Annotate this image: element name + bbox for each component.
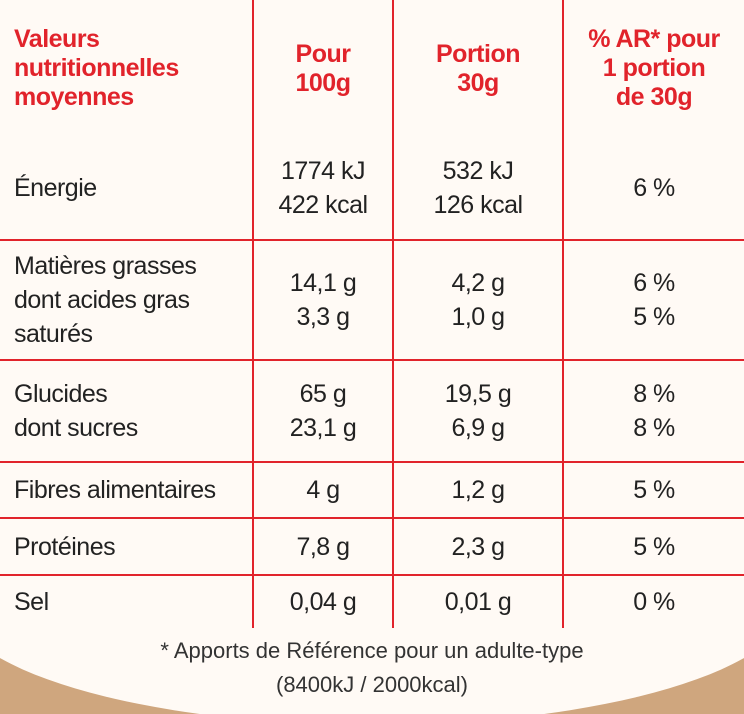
cell-line: nutritionnelles — [14, 54, 179, 82]
value-cell: 0,04 g — [252, 574, 394, 628]
cell-line: 8 % — [633, 380, 675, 408]
cell-line: 0,01 g — [444, 588, 512, 616]
cell-line: Glucides — [14, 380, 108, 408]
cell-line: Sel — [14, 588, 49, 616]
table-row: Protéines 7,8 g 2,3 g 5 % — [0, 517, 744, 576]
nutrient-cell: Énergie — [0, 137, 254, 241]
header-cell: Valeurs nutritionnelles moyennes — [0, 0, 254, 137]
cell-line: 4 g — [306, 476, 340, 504]
value-cell: 5 % — [562, 461, 744, 519]
cell-line: 5 % — [633, 476, 675, 504]
cell-line: moyennes — [14, 83, 134, 111]
header-row: Valeurs nutritionnelles moyennes Pour 100g Po… — [0, 0, 744, 137]
footnote: * Apports de Référence pour un adulte-ty… — [0, 634, 744, 702]
header-cell: Pour 100g — [252, 0, 394, 137]
cell-line: 1 portion — [602, 54, 706, 82]
value-cell: 65 g 23,1 g — [252, 359, 394, 463]
value-cell: 5 % — [562, 517, 744, 576]
value-cell: 6 % 5 % — [562, 239, 744, 361]
cell-line: 30g — [457, 68, 499, 97]
cell-line: 5 % — [633, 532, 675, 561]
cell-line: dont sucres — [14, 414, 138, 442]
value-cell: 0,01 g — [392, 574, 564, 628]
cell-line: 0,04 g — [289, 588, 357, 616]
cell-line: 532 kJ — [442, 157, 514, 185]
cell-line: Protéines — [14, 532, 116, 561]
value-cell: 4,2 g 1,0 g — [392, 239, 564, 361]
table-row: Énergie 1774 kJ 422 kcal 532 kJ 126 kcal 6 % — [0, 137, 744, 241]
cell-line: saturés — [14, 320, 93, 348]
cell-line: 4,2 g — [451, 269, 505, 297]
cell-line: 100g — [295, 68, 351, 97]
footnote-line: (8400kJ / 2000kcal) — [276, 672, 468, 697]
nutrient-cell: Matières grasses dont acides gras saturés — [0, 239, 254, 361]
cell-line: 0 % — [633, 588, 675, 616]
cell-line: 2,3 g — [451, 532, 505, 561]
cell-line: dont acides gras — [14, 286, 190, 314]
cell-line: 1,0 g — [451, 303, 505, 331]
value-cell: 6 % — [562, 137, 744, 241]
cell-line: Valeurs — [14, 25, 100, 53]
header-cell: Portion 30g — [392, 0, 564, 137]
value-cell: 532 kJ 126 kcal — [392, 137, 564, 241]
cell-line: 5 % — [633, 303, 675, 331]
nutrition-table: Valeurs nutritionnelles moyennes Pour 100g Po… — [0, 0, 744, 628]
cell-line: 7,8 g — [296, 532, 350, 561]
value-cell: 7,8 g — [252, 517, 394, 576]
cell-line: 126 kcal — [433, 191, 523, 219]
table-row: Glucides dont sucres 65 g 23,1 g 19,5 g 6,9 g… — [0, 359, 744, 463]
cell-line: 65 g — [299, 380, 347, 408]
nutrient-cell: Fibres alimentaires — [0, 461, 254, 519]
cell-line: 1,2 g — [451, 476, 505, 504]
value-cell: 1,2 g — [392, 461, 564, 519]
value-cell: 19,5 g 6,9 g — [392, 359, 564, 463]
cell-line: % AR* pour — [588, 25, 720, 53]
cell-line: de 30g — [615, 83, 693, 111]
cell-line: 6 % — [633, 174, 675, 202]
value-cell: 2,3 g — [392, 517, 564, 576]
value-cell: 1774 kJ 422 kcal — [252, 137, 394, 241]
cell-line: 8 % — [633, 414, 675, 442]
nutrient-cell: Protéines — [0, 517, 254, 576]
cell-line: 6,9 g — [451, 414, 505, 442]
cell-line: Matières grasses — [14, 252, 197, 280]
footnote-line: * Apports de Référence pour un adulte-ty… — [160, 638, 584, 663]
value-cell: 0 % — [562, 574, 744, 628]
header-cell: % AR* pour 1 portion de 30g — [562, 0, 744, 137]
value-cell: 8 % 8 % — [562, 359, 744, 463]
cell-line: Énergie — [14, 174, 97, 202]
cell-line: 23,1 g — [289, 414, 357, 442]
nutrient-cell: Glucides dont sucres — [0, 359, 254, 463]
nutrient-cell: Sel — [0, 574, 254, 628]
cell-line: 3,3 g — [296, 303, 350, 331]
cell-line: Fibres alimentaires — [14, 476, 216, 504]
cell-line: Pour — [295, 39, 351, 68]
cell-line: 6 % — [633, 269, 675, 297]
table-row: Fibres alimentaires 4 g 1,2 g 5 % — [0, 461, 744, 519]
table-header: Valeurs nutritionnelles moyennes Pour 100g Po… — [0, 0, 744, 137]
cell-line: 14,1 g — [289, 269, 357, 297]
table-row: Sel 0,04 g 0,01 g 0 % — [0, 574, 744, 628]
table-row: Matières grasses dont acides gras saturés 1… — [0, 239, 744, 361]
cell-line: Portion — [436, 39, 521, 68]
cell-line: 19,5 g — [444, 380, 512, 408]
cell-line: 1774 kJ — [280, 157, 366, 185]
value-cell: 4 g — [252, 461, 394, 519]
value-cell: 14,1 g 3,3 g — [252, 239, 394, 361]
cell-line: 422 kcal — [278, 191, 368, 219]
table-body: Énergie 1774 kJ 422 kcal 532 kJ 126 kcal 6 % M… — [0, 137, 744, 628]
